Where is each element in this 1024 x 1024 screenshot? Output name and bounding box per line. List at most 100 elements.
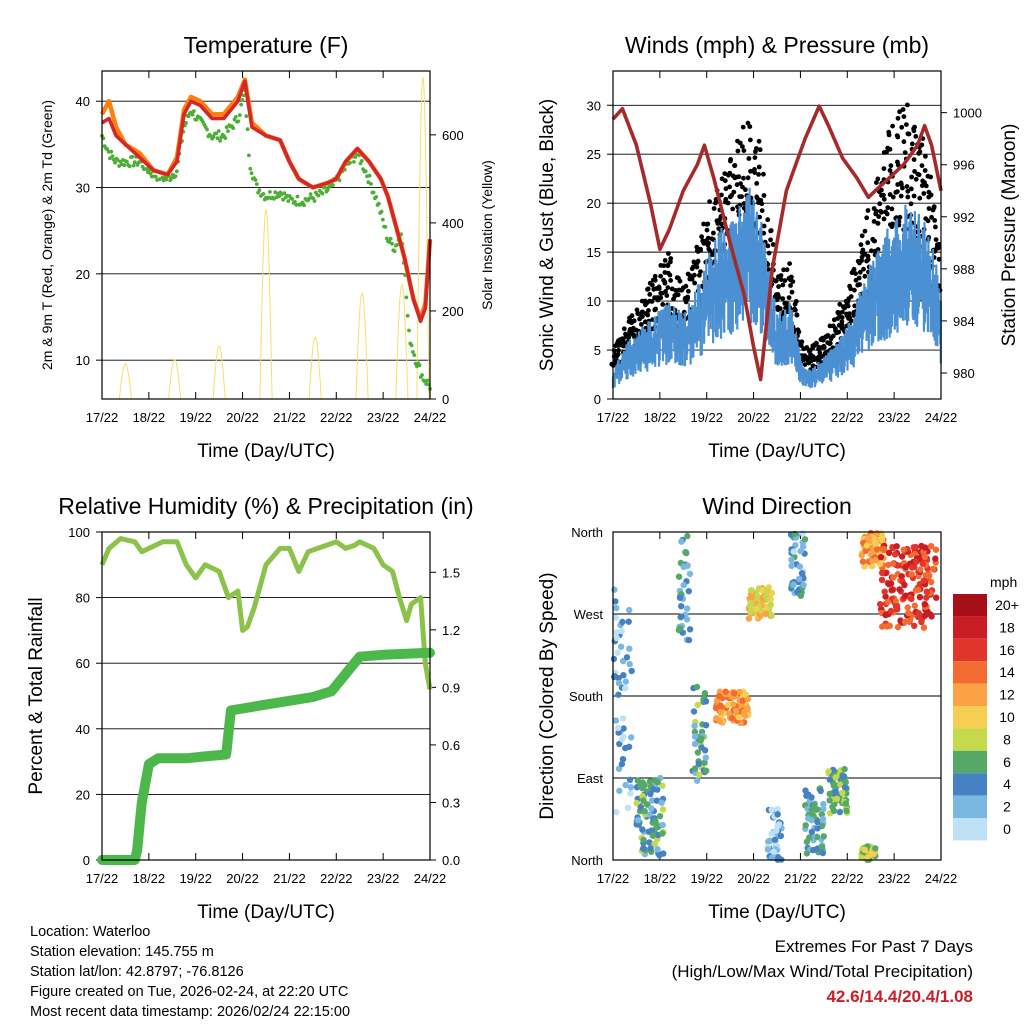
gust-point — [788, 283, 793, 288]
y-right-tick-label: 0.9 — [442, 680, 460, 695]
direction-point — [676, 625, 684, 632]
direction-point — [774, 806, 781, 813]
dewpoint-point — [374, 195, 379, 199]
colorbar-label: 10 — [999, 709, 1015, 725]
direction-point — [920, 624, 928, 631]
gust-point — [816, 346, 821, 352]
direction-point — [814, 825, 821, 832]
y-right-tick-label: 0.3 — [442, 795, 460, 810]
gust-point — [741, 175, 746, 181]
dewpoint-point — [371, 190, 376, 195]
direction-point — [908, 595, 915, 602]
direction-point — [724, 701, 732, 709]
y-tick-label: 40 — [76, 722, 90, 737]
direction-point — [790, 548, 797, 555]
gust-point — [853, 271, 858, 276]
direction-point — [889, 560, 897, 567]
dewpoint-point — [236, 119, 241, 124]
gust-point — [759, 208, 765, 214]
direction-point — [616, 740, 623, 748]
y-right-tick-label: 1.5 — [442, 565, 460, 580]
colorbar-swatch — [953, 594, 987, 617]
dewpoint-point — [412, 353, 417, 357]
colorbar-label: 18 — [999, 619, 1015, 635]
direction-point — [788, 562, 795, 569]
x-tick-label: 18/22 — [133, 410, 166, 425]
dewpoint-point — [249, 171, 254, 176]
gust-point — [698, 246, 703, 252]
gust-point — [848, 318, 854, 324]
y-right-tick-label: 400 — [442, 216, 464, 231]
direction-point — [732, 707, 740, 715]
x-tick-label: 20/22 — [737, 410, 770, 425]
y-tick-label: 80 — [76, 591, 90, 606]
gust-point — [847, 311, 852, 317]
direction-point — [801, 536, 809, 543]
direction-point — [654, 778, 661, 786]
direction-point — [622, 678, 629, 685]
gust-point — [731, 189, 737, 195]
gust-point — [789, 289, 795, 295]
direction-point — [614, 724, 622, 732]
direction-point — [796, 563, 804, 570]
gust-point — [793, 307, 798, 313]
gust-point — [740, 144, 745, 150]
gust-point — [894, 133, 900, 139]
gust-point — [830, 333, 836, 339]
direction-point — [735, 714, 742, 721]
plot-frame — [101, 70, 431, 400]
direction-point — [658, 799, 665, 806]
gust-point — [663, 289, 668, 294]
gust-point — [888, 163, 894, 169]
gust-point — [756, 164, 762, 170]
direction-point — [626, 645, 633, 652]
direction-point — [713, 715, 720, 722]
colorbar-swatch — [953, 818, 987, 841]
gust-point — [902, 150, 908, 156]
gust-point — [640, 314, 645, 319]
direction-point — [841, 765, 848, 773]
gust-point — [706, 240, 711, 246]
dewpoint-point — [352, 160, 356, 164]
direction-point — [896, 586, 903, 593]
gust-point — [694, 244, 700, 250]
y-tick-label: 60 — [76, 656, 90, 671]
y-tick-label: North — [571, 853, 603, 868]
direction-point — [698, 735, 705, 742]
dewpoint-point — [205, 127, 209, 132]
direction-point — [717, 708, 724, 716]
gust-point — [889, 223, 895, 229]
gust-point — [727, 184, 732, 190]
colorbar-swatch — [953, 706, 987, 729]
direction-point — [768, 830, 775, 837]
gust-point — [713, 200, 718, 206]
direction-point — [716, 693, 723, 700]
gust-point — [719, 221, 724, 227]
direction-point — [814, 818, 821, 826]
gust-point — [694, 264, 700, 270]
chart-title: Winds (mph) & Pressure (mb) — [625, 32, 929, 58]
gust-point — [827, 323, 833, 329]
direction-point — [916, 593, 924, 601]
gust-point — [687, 273, 693, 278]
direction-point — [808, 828, 815, 836]
gust-point — [856, 275, 862, 281]
station-elevation: Station elevation: 145.755 m — [30, 944, 214, 960]
colorbar-label: 16 — [999, 642, 1015, 658]
direction-point — [619, 618, 626, 626]
direction-point — [656, 813, 664, 820]
dewpoint-point — [237, 113, 242, 117]
gust-point — [905, 102, 910, 108]
gust-point — [756, 138, 762, 144]
direction-point — [702, 754, 709, 761]
gust-point — [752, 170, 758, 176]
colorbar-label: 20+ — [995, 597, 1019, 613]
gust-point — [865, 240, 871, 246]
gust-point — [917, 195, 923, 201]
x-tick-label: 21/22 — [273, 410, 306, 425]
gust-point — [921, 191, 927, 196]
gust-point — [787, 261, 792, 266]
gust-point — [911, 193, 917, 199]
direction-point — [915, 610, 922, 617]
direction-point — [753, 605, 760, 613]
